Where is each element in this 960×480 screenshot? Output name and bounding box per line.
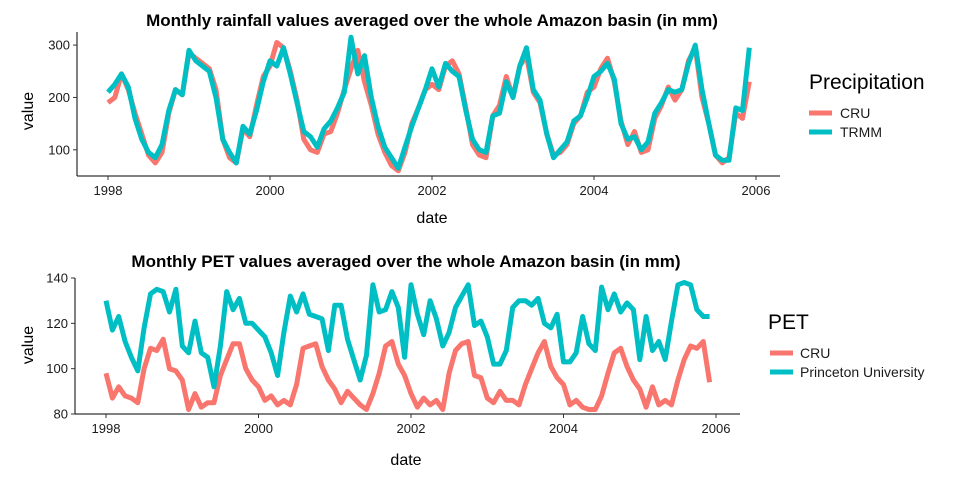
x-tick-label: 2002 [418, 183, 447, 198]
x-tick-label: 2004 [580, 183, 609, 198]
x-tick-label: 2004 [549, 421, 578, 436]
y-tick-label: 120 [46, 316, 68, 331]
legend-items: CRU Princeton University [770, 345, 925, 380]
legend: Precipitation CRU TRMM [809, 71, 925, 140]
x-tick-label: 2006 [702, 421, 731, 436]
legend-title: Precipitation [809, 71, 925, 94]
axes: 80 100 120 140 1998 2000 2002 2004 2006 [46, 271, 740, 436]
y-tick-label: 300 [48, 38, 70, 53]
y-tick-label: 80 [54, 407, 68, 422]
legend-label-cru: CRU [840, 105, 870, 121]
x-axis-title: date [390, 452, 421, 469]
plot-lines [106, 34, 752, 174]
legend-items: CRU TRMM [809, 105, 882, 140]
series-line-princeton-university [103, 280, 710, 390]
y-axis-title: value [20, 326, 37, 364]
x-tick-label: 2006 [742, 183, 771, 198]
y-tick-label: 140 [46, 271, 68, 286]
plot-lines [103, 280, 713, 412]
x-tick-label: 2002 [397, 421, 426, 436]
series-line-cru [106, 40, 752, 174]
chart-pet: Monthly PET values averaged over the who… [20, 252, 925, 469]
x-tick-label: 1998 [94, 183, 123, 198]
y-tick-label: 200 [48, 90, 70, 105]
legend-label-cru: CRU [800, 345, 830, 361]
x-tick-label: 2000 [256, 183, 285, 198]
x-axis-title: date [416, 210, 447, 227]
legend-title: PET [768, 311, 809, 334]
series-line-trmm [106, 34, 752, 171]
axes: 100 200 300 1998 2000 2002 2004 2006 [48, 32, 780, 198]
y-tick-label: 100 [48, 142, 70, 157]
legend-label-trmm: TRMM [840, 124, 882, 140]
x-tick-label: 2000 [244, 421, 273, 436]
chart-title: Monthly PET values averaged over the who… [131, 252, 680, 271]
chart-title: Monthly rainfall values averaged over th… [146, 11, 718, 30]
legend: PET CRU Princeton University [768, 311, 925, 380]
y-axis-title: value [20, 92, 37, 130]
chart-rainfall: Monthly rainfall values averaged over th… [20, 11, 925, 227]
y-tick-label: 100 [46, 361, 68, 376]
x-tick-label: 1998 [92, 421, 121, 436]
legend-label-princeton-university: Princeton University [800, 364, 925, 380]
series-line-cru [103, 336, 713, 412]
